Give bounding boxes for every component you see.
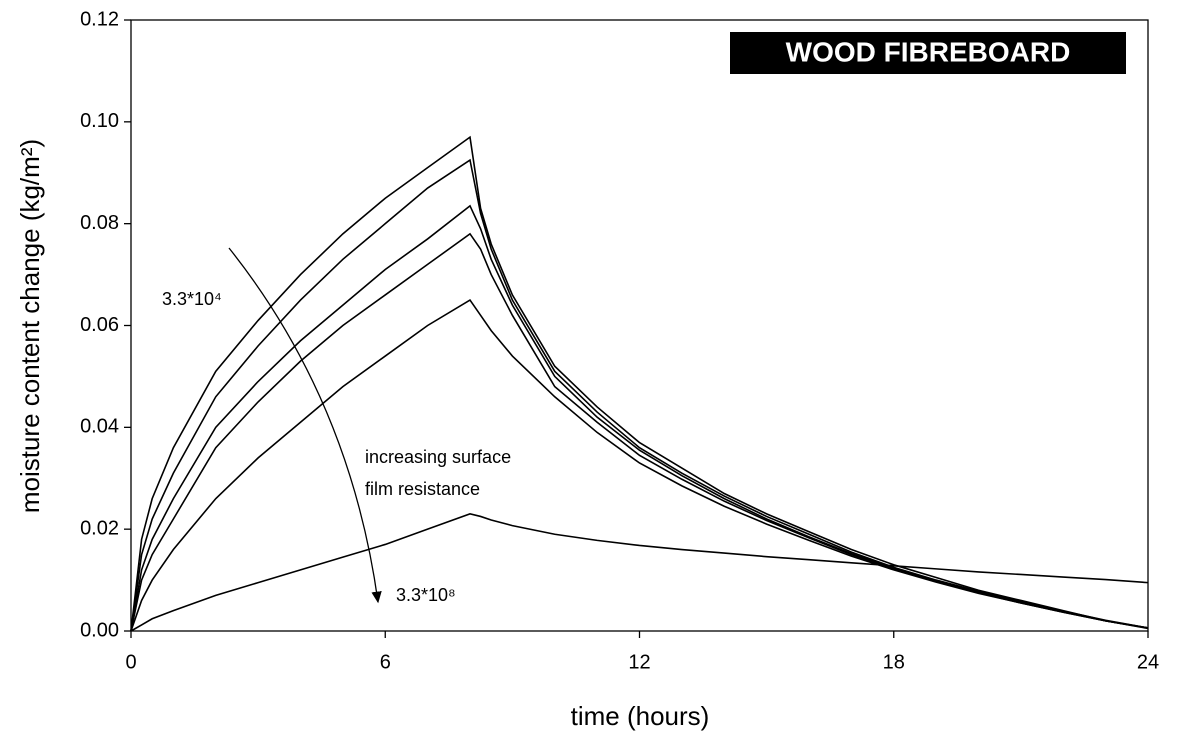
annotation: film resistance <box>365 479 480 499</box>
x-tick-label: 24 <box>1137 651 1159 673</box>
series-line <box>130 513 1149 632</box>
series-line <box>130 135 1149 632</box>
material-label: WOOD FIBREBOARD <box>786 36 1071 67</box>
y-tick-label: 0.00 <box>80 619 119 641</box>
y-axis-label: moisture content change (kg/m²) <box>15 139 45 513</box>
y-tick-label: 0.10 <box>80 110 119 132</box>
annotation: increasing surface <box>365 447 511 467</box>
series-line <box>130 298 1149 632</box>
x-axis-label: time (hours) <box>571 701 710 731</box>
plot-frame <box>130 19 1149 632</box>
y-tick-label: 0.04 <box>80 416 119 438</box>
annotation: 3.3*10⁸ <box>396 585 456 605</box>
y-tick-label: 0.12 <box>80 8 119 30</box>
y-tick-label: 0.02 <box>80 517 119 539</box>
x-tick-label: 12 <box>628 651 650 673</box>
series-line <box>130 204 1149 632</box>
y-tick-label: 0.06 <box>80 314 119 336</box>
y-tick-label: 0.08 <box>80 212 119 234</box>
x-tick-label: 6 <box>380 651 391 673</box>
title-box <box>730 32 1126 74</box>
x-tick-label: 0 <box>125 651 136 673</box>
trend-arrow <box>228 247 382 604</box>
annotation: 3.3*10⁴ <box>162 289 222 309</box>
x-tick-label: 18 <box>883 651 905 673</box>
series-line <box>130 158 1149 632</box>
